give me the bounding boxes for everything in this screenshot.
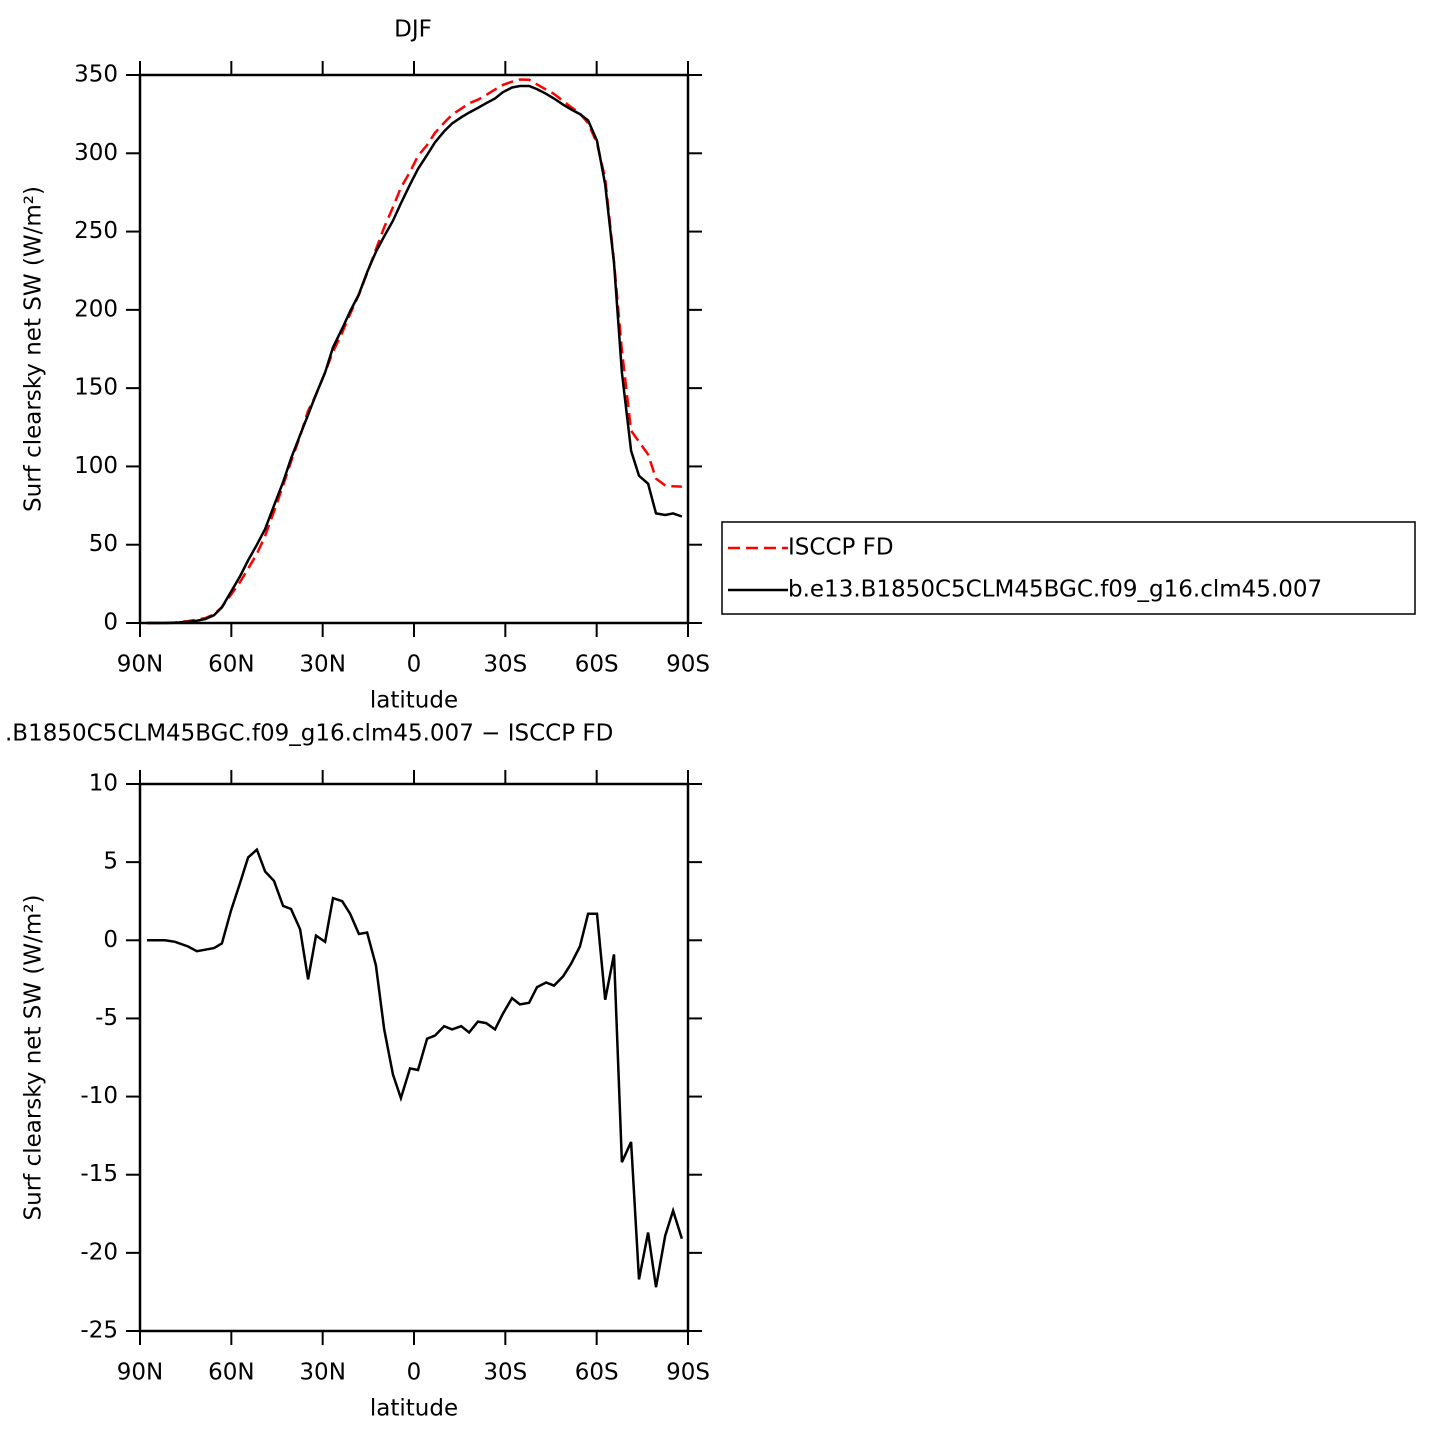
chart-title: DJF <box>394 17 432 43</box>
y-tick-label: 100 <box>74 453 118 479</box>
x-tick-label: 90N <box>117 652 163 678</box>
x-tick-label: 60S <box>575 652 619 678</box>
y-tick-label: 350 <box>74 62 118 88</box>
data-line <box>147 78 682 625</box>
x-tick-label: 30N <box>299 652 345 678</box>
y-tick-label: -10 <box>80 1083 118 1109</box>
y-tick-label: 300 <box>74 140 118 166</box>
y-tick-label: 150 <box>74 375 118 401</box>
plot-frame <box>138 73 690 625</box>
y-tick-label: 250 <box>74 218 118 244</box>
y-axis-label: Surf clearsky net SW (W/m²) <box>21 895 47 1221</box>
legend-label: b.e13.B1850C5CLM45BGC.f09_g16.clm45.007 <box>788 577 1322 603</box>
y-tick-label: 10 <box>89 771 118 797</box>
x-tick-label: 90N <box>117 1360 163 1386</box>
y-axis-label: Surf clearsky net SW (W/m²) <box>21 186 47 512</box>
data-line <box>147 84 683 625</box>
y-tick-label: -15 <box>80 1161 118 1187</box>
x-axis-label: latitude <box>370 1396 458 1422</box>
y-tick-label: -5 <box>95 1005 118 1031</box>
x-tick-label: 90S <box>666 1360 710 1386</box>
x-tick-label: 0 <box>407 652 422 678</box>
y-tick-label: 200 <box>74 296 118 322</box>
y-tick-label: -20 <box>80 1239 118 1265</box>
x-tick-label: 0 <box>407 1360 422 1386</box>
y-tick-label: -25 <box>80 1318 118 1344</box>
x-tick-label: 90S <box>666 652 710 678</box>
legend-label: ISCCP FD <box>788 535 894 561</box>
data-line <box>147 847 684 1288</box>
y-tick-label: 0 <box>103 610 118 636</box>
x-tick-label: 60N <box>208 652 254 678</box>
x-tick-label: 60S <box>575 1360 619 1386</box>
x-tick-label: 30S <box>483 652 527 678</box>
legend-box <box>721 521 1416 615</box>
x-axis-label: latitude <box>370 688 458 714</box>
x-tick-label: 30N <box>299 1360 345 1386</box>
y-tick-label: 5 <box>103 849 118 875</box>
x-tick-label: 60N <box>208 1360 254 1386</box>
y-tick-label: 0 <box>103 927 118 953</box>
chart-title: .B1850C5CLM45BGC.f09_g16.clm45.007 − ISC… <box>5 721 613 747</box>
x-tick-label: 30S <box>483 1360 527 1386</box>
plot-frame <box>138 782 690 1333</box>
y-tick-label: 50 <box>89 531 118 557</box>
